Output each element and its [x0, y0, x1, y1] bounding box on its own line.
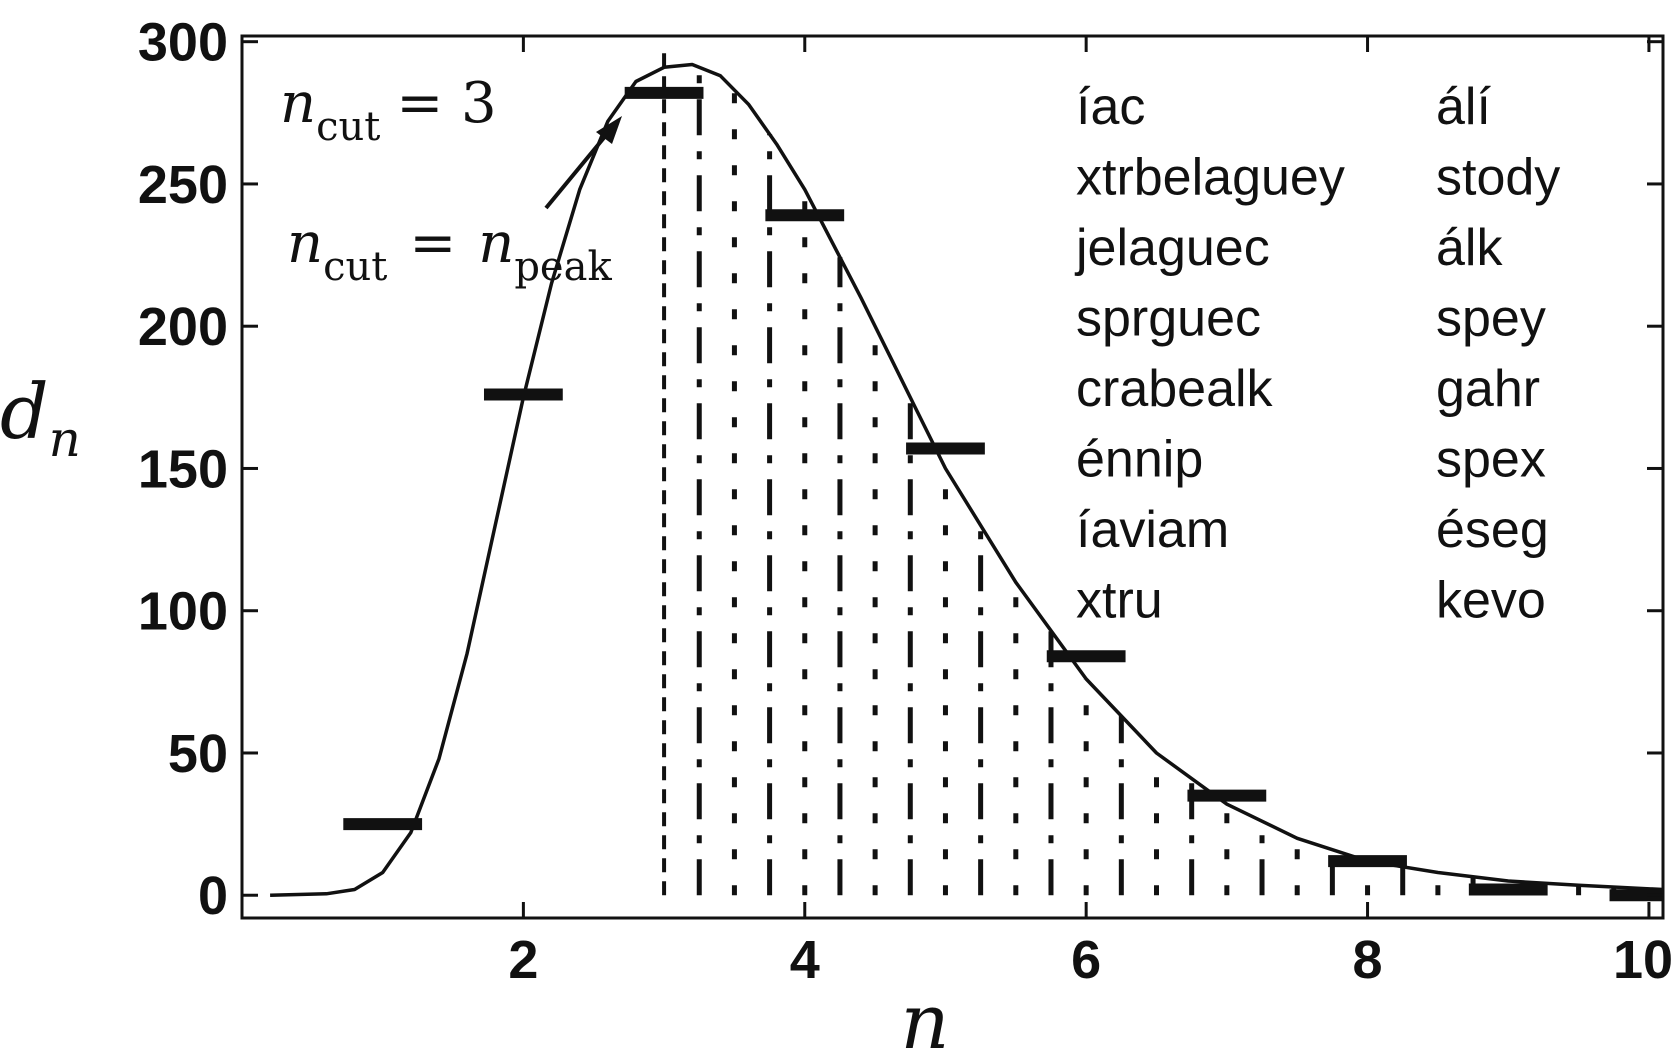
x-axis-title: n — [901, 977, 950, 1064]
x-axis-ticks: 2 4 6 8 10 — [508, 36, 1673, 990]
y-tick-label: 150 — [138, 439, 228, 499]
y-axis-title-sub: n — [49, 410, 81, 468]
x-tick-label: 4 — [790, 930, 820, 990]
legend-entry: stody — [1436, 149, 1560, 207]
annotation-ncut-peak: ncut = npeak — [287, 211, 612, 290]
x-tick-label: 6 — [1071, 930, 1101, 990]
anno2-eq: = — [409, 211, 456, 276]
legend-entry: énnip — [1076, 431, 1203, 489]
legend-entry: íac — [1076, 78, 1145, 136]
y-tick-label: 50 — [168, 724, 228, 784]
bar-markers — [343, 86, 1663, 902]
legend-entry: kevo — [1436, 572, 1546, 630]
legend-entry: xtrbelaguey — [1076, 149, 1345, 207]
anno1-eq: = 3 — [396, 71, 496, 136]
legend-entry: íaviam — [1076, 501, 1229, 559]
legend-entry: spey — [1436, 290, 1546, 348]
distribution-curve — [270, 62, 1663, 897]
svg-text:ncut=npeak: ncut = npeak — [287, 211, 612, 290]
y-tick-label: 0 — [198, 866, 228, 926]
y-axis-title: dn — [0, 367, 81, 468]
y-axis-ticks: 0 50 100 150 200 250 300 — [138, 13, 1663, 926]
legend-column-left: íac xtrbelaguey jelaguec sprguec crabealk énn… — [1074, 78, 1345, 630]
plot-frame — [240, 34, 1665, 920]
annotation-ncut-3: ncut = 3 — [280, 71, 497, 150]
legend-entry: xtru — [1076, 572, 1163, 630]
x-tick-label: 10 — [1613, 930, 1673, 990]
y-tick-label: 300 — [138, 13, 228, 73]
annotation-arrow — [544, 116, 622, 210]
legend-entry: éseg — [1436, 501, 1549, 559]
y-tick-label: 100 — [138, 582, 228, 642]
x-tick-label: 2 — [508, 930, 538, 990]
anno2-n: n — [287, 211, 323, 276]
legend-entry: sprguec — [1076, 290, 1261, 348]
anno2-rhs-sub: peak — [514, 244, 612, 290]
legend-entry: jelaguec — [1074, 219, 1270, 277]
legend-entry: álí — [1436, 78, 1491, 136]
anno2-sub: cut — [323, 244, 387, 290]
legend-column-right: álí stody álk spey gahr spex éseg kevo — [1436, 78, 1560, 630]
legend-entry: spex — [1436, 431, 1546, 489]
y-axis-title-main: d — [0, 367, 49, 456]
y-tick-label: 250 — [138, 155, 228, 215]
anno2-rhs: n — [478, 211, 514, 276]
anno1-n: n — [280, 71, 316, 136]
legend-entry: álk — [1436, 219, 1503, 277]
legend-entry: gahr — [1436, 360, 1540, 418]
legend-entry: crabealk — [1076, 360, 1274, 418]
curve-group — [270, 62, 1663, 897]
x-tick-label: 8 — [1353, 930, 1383, 990]
shaded-region-stripes — [696, 67, 1652, 896]
anno1-sub: cut — [316, 104, 380, 150]
svg-text:ncut= 3: ncut = 3 — [280, 71, 497, 150]
y-tick-label: 200 — [138, 297, 228, 357]
